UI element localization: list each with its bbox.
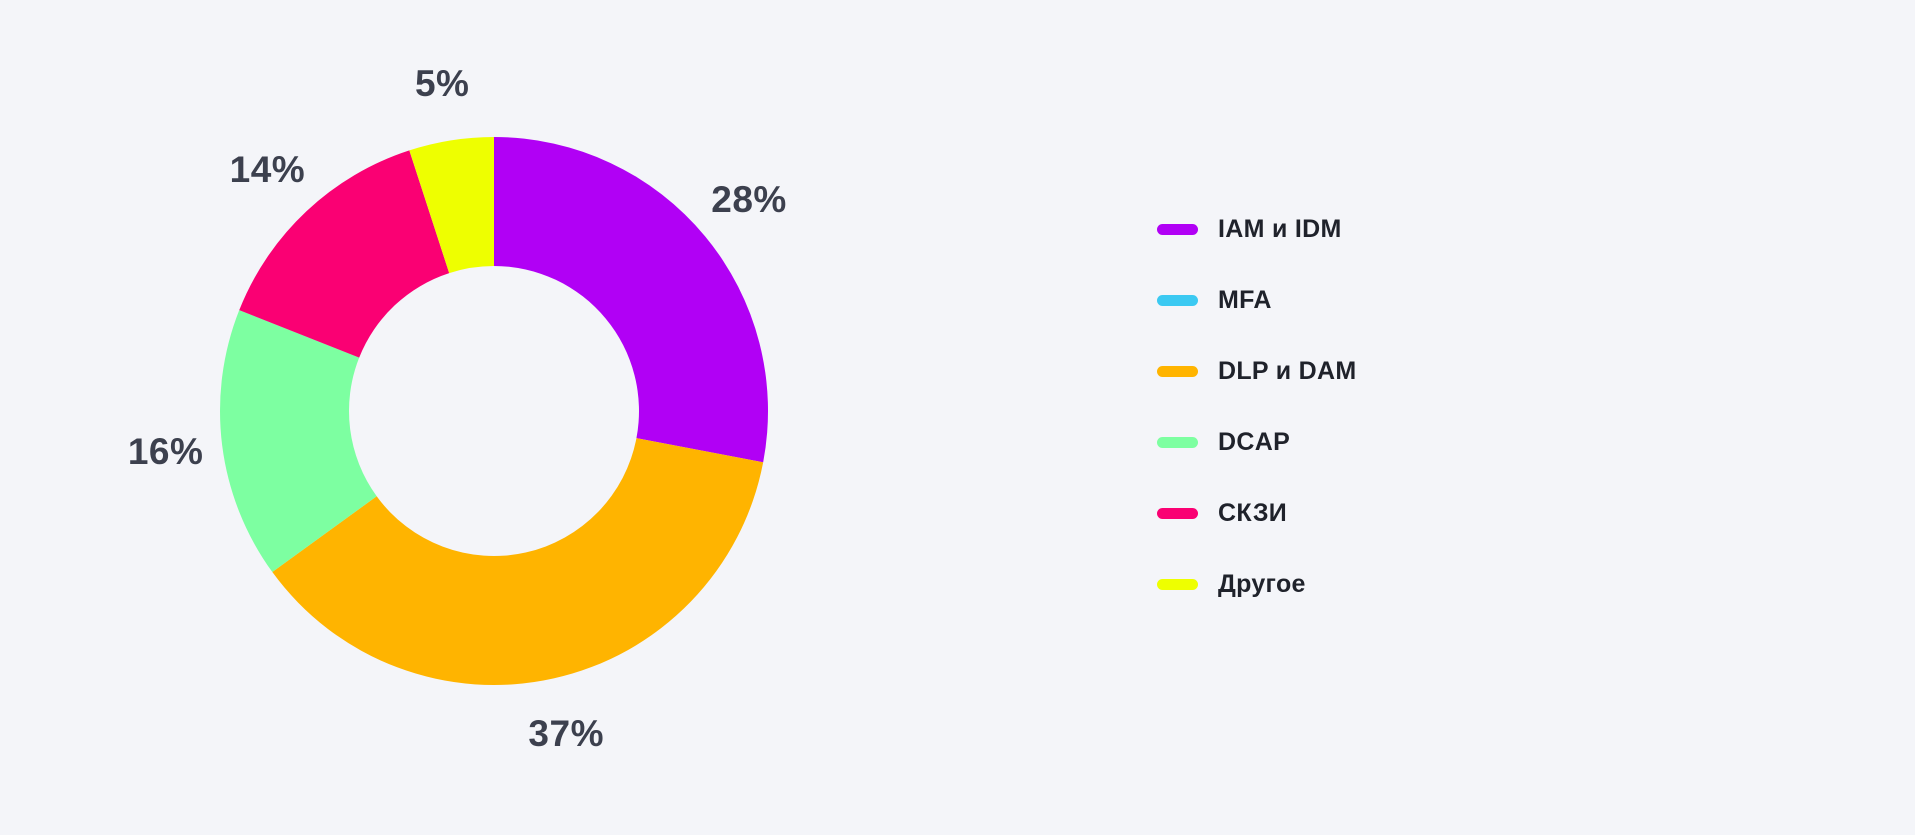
legend-item-label: DCAP	[1218, 428, 1291, 456]
chart-legend: IAM и IDM MFA DLP и DAM DCAP СКЗИ Другое	[1157, 214, 1356, 600]
donut-slice-2[interactable]	[272, 438, 764, 685]
donut-slice-5[interactable]	[409, 137, 494, 274]
slice-label-5: 5%	[414, 63, 470, 105]
legend-item-label: СКЗИ	[1218, 499, 1288, 527]
legend-swatch-icon	[1157, 295, 1198, 306]
legend-item-1[interactable]: MFA	[1157, 285, 1356, 316]
slice-label-2: 37%	[528, 713, 604, 755]
slice-label-4: 14%	[229, 148, 306, 190]
legend-item-3[interactable]: DCAP	[1157, 427, 1356, 458]
slice-label-0: 28%	[711, 179, 787, 220]
legend-swatch-icon	[1157, 579, 1198, 590]
donut-slice-4[interactable]	[239, 150, 450, 358]
legend-item-2[interactable]: DLP и DAM	[1157, 356, 1356, 387]
legend-swatch-icon	[1157, 437, 1198, 448]
legend-item-label: IAM и IDM	[1218, 215, 1342, 243]
legend-swatch-icon	[1157, 224, 1198, 235]
legend-item-label: MFA	[1218, 286, 1272, 314]
donut-slice-0[interactable]	[494, 137, 769, 463]
legend-item-0[interactable]: IAM и IDM	[1157, 214, 1356, 245]
legend-swatch-icon	[1157, 366, 1198, 377]
legend-item-4[interactable]: СКЗИ	[1157, 498, 1356, 529]
donut-slice-3[interactable]	[219, 310, 377, 573]
legend-swatch-icon	[1157, 508, 1198, 519]
legend-item-label: DLP и DAM	[1218, 357, 1357, 385]
legend-item-5[interactable]: Другое	[1157, 569, 1356, 600]
slice-label-3: 16%	[127, 431, 204, 473]
legend-item-label: Другое	[1218, 570, 1306, 598]
